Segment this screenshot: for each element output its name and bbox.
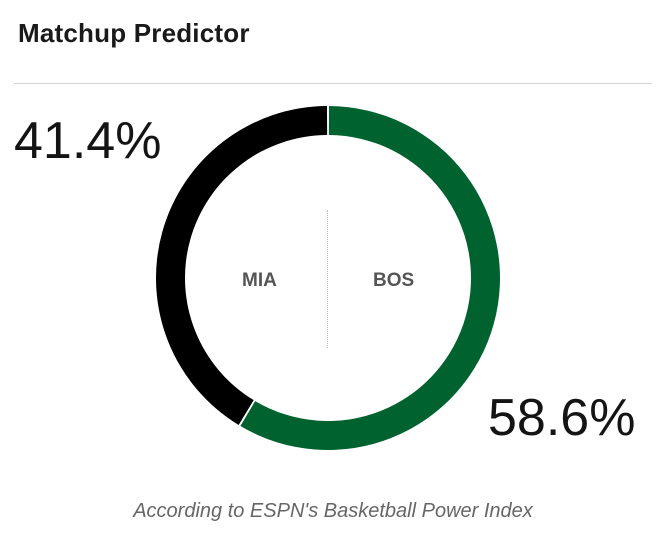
donut-segment-mia [155,106,328,425]
away-win-percentage: 41.4% [14,112,162,170]
title-divider [14,83,652,84]
page-title: Matchup Predictor [18,18,250,48]
home-team-abbr: BOS [373,270,415,291]
footer-note: According to ESPN's Basketball Power Ind… [133,500,533,522]
home-win-percentage: 58.6% [488,389,636,447]
team-divider [327,210,328,348]
donut-segment-bos [240,106,500,450]
away-team-abbr: MIA [242,270,277,291]
